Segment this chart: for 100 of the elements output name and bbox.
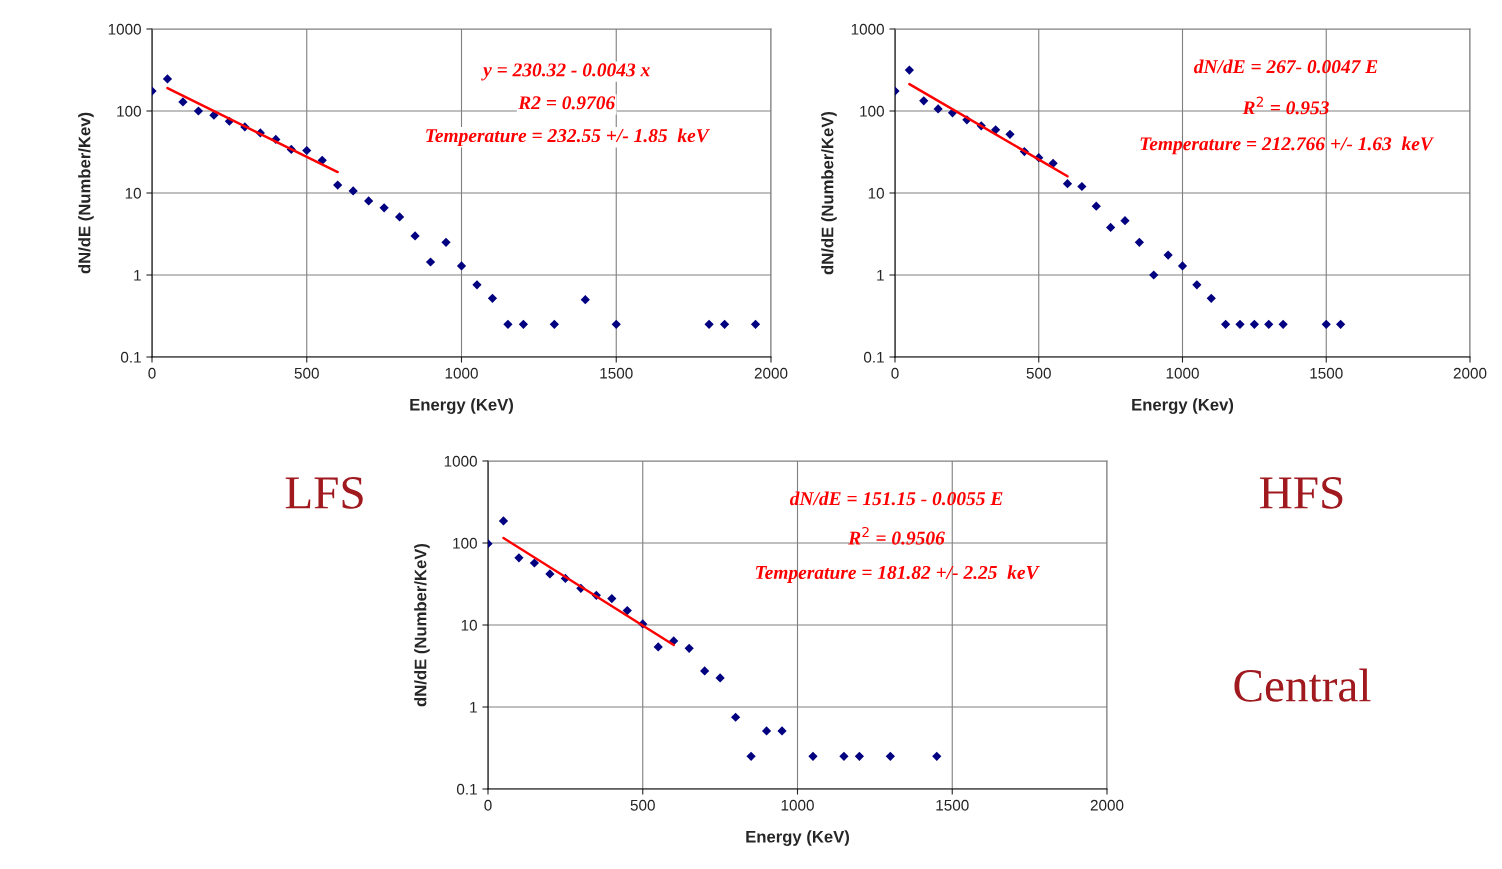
x-tick-label: 1500 xyxy=(600,367,633,379)
y-tick-label: 1000 xyxy=(108,23,141,35)
point xyxy=(704,319,714,329)
point xyxy=(1177,261,1188,271)
point xyxy=(379,203,389,213)
y-tick-label: 10 xyxy=(868,187,884,199)
annotation: R$^{2}$ = 0.953 xyxy=(1242,96,1329,115)
point xyxy=(919,96,929,106)
x-tick-label: 0 xyxy=(891,367,899,379)
point xyxy=(545,569,555,579)
point xyxy=(503,319,513,329)
point xyxy=(178,97,188,107)
x-tick-label: 500 xyxy=(1026,367,1051,379)
annotation: Temperature = 232.55 +/- 1.85 keV xyxy=(426,128,711,147)
point xyxy=(653,642,663,652)
point xyxy=(514,553,524,563)
x-axis-title: Energy (KeV) xyxy=(746,830,849,846)
x-tick-label: 2000 xyxy=(1090,799,1124,811)
point xyxy=(193,106,204,116)
annotation: R$^{2}$ = 0.9506 xyxy=(848,526,945,545)
y-axis-title: dN/dE (Number/Kev) xyxy=(78,112,94,274)
point xyxy=(991,125,1001,135)
x-tick-label: 0 xyxy=(484,799,492,811)
point xyxy=(1192,280,1202,290)
point xyxy=(364,196,374,206)
y-tick-label: 1000 xyxy=(444,455,477,467)
point xyxy=(1221,319,1231,329)
point xyxy=(549,319,559,329)
point xyxy=(487,293,498,303)
annotation: Temperature = 212.766 +/- 1.63 keV xyxy=(1140,136,1435,155)
point xyxy=(498,516,509,526)
point xyxy=(441,237,451,247)
point xyxy=(1235,319,1245,329)
y-axis-title: dN/dE (Number/KeV) xyxy=(821,111,837,275)
point xyxy=(1336,319,1346,329)
point xyxy=(472,280,482,290)
y-tick-label: 0.1 xyxy=(456,783,477,795)
point xyxy=(746,751,756,761)
text: HFS xyxy=(1260,477,1343,509)
annotation: y = 230.32 - 0.0043 x xyxy=(481,63,650,81)
point xyxy=(715,673,725,683)
x-tick-label: 1500 xyxy=(1310,367,1343,379)
point xyxy=(932,751,942,761)
point xyxy=(611,319,621,329)
annotation: R2 = 0.9706 xyxy=(518,96,616,110)
point xyxy=(839,751,849,761)
point xyxy=(1206,293,1216,303)
point xyxy=(1321,319,1331,329)
x-tick-label: 2000 xyxy=(754,367,788,379)
point xyxy=(885,751,895,761)
y-tick-label: 100 xyxy=(453,537,477,549)
point xyxy=(1163,250,1173,260)
y-tick-label: 0.1 xyxy=(120,351,141,363)
point xyxy=(1278,319,1288,329)
point xyxy=(410,231,420,241)
y-tick-label: 1 xyxy=(470,702,477,713)
point xyxy=(333,180,343,190)
point xyxy=(684,643,694,653)
point xyxy=(456,261,467,271)
point xyxy=(1005,129,1015,139)
point xyxy=(580,295,590,305)
point xyxy=(607,593,617,604)
point xyxy=(162,74,173,84)
point xyxy=(750,319,761,329)
point xyxy=(1249,319,1259,329)
y-tick-label: 10 xyxy=(125,187,141,199)
x-axis-title: Energy (KeV) xyxy=(410,398,513,414)
point xyxy=(425,257,436,267)
point xyxy=(1120,216,1130,226)
point xyxy=(348,186,358,196)
point xyxy=(302,145,312,156)
x-tick-label: 2000 xyxy=(1453,367,1487,379)
x-tick-label: 500 xyxy=(294,367,319,379)
point xyxy=(394,212,405,222)
point xyxy=(761,726,772,736)
point xyxy=(933,104,943,114)
point xyxy=(622,605,632,616)
x-tick-label: 500 xyxy=(630,799,655,811)
point xyxy=(808,751,818,761)
point xyxy=(669,636,679,646)
annotation: dN/dE = 267- 0.0047 E xyxy=(1193,59,1378,74)
annotation: dN/dE = 151.15 - 0.0055 E xyxy=(789,491,1003,506)
y-axis-title: dN/dE (Number/KeV) xyxy=(414,543,430,707)
point xyxy=(1091,201,1101,211)
y-tick-label: 1 xyxy=(877,270,884,281)
point xyxy=(854,751,865,761)
y-tick-label: 0.1 xyxy=(863,351,884,363)
y-tick-label: 100 xyxy=(117,105,141,117)
y-tick-label: 100 xyxy=(860,105,884,117)
point xyxy=(1077,181,1087,192)
x-tick-label: 0 xyxy=(148,367,156,379)
point xyxy=(317,155,327,165)
point xyxy=(1264,319,1274,329)
x-axis-title: Energy (Kev) xyxy=(1132,398,1234,414)
point xyxy=(1149,270,1159,280)
x-tick-label: 1000 xyxy=(1166,367,1199,379)
point xyxy=(777,726,787,736)
point xyxy=(904,65,914,75)
point xyxy=(719,319,730,329)
point xyxy=(529,558,540,568)
